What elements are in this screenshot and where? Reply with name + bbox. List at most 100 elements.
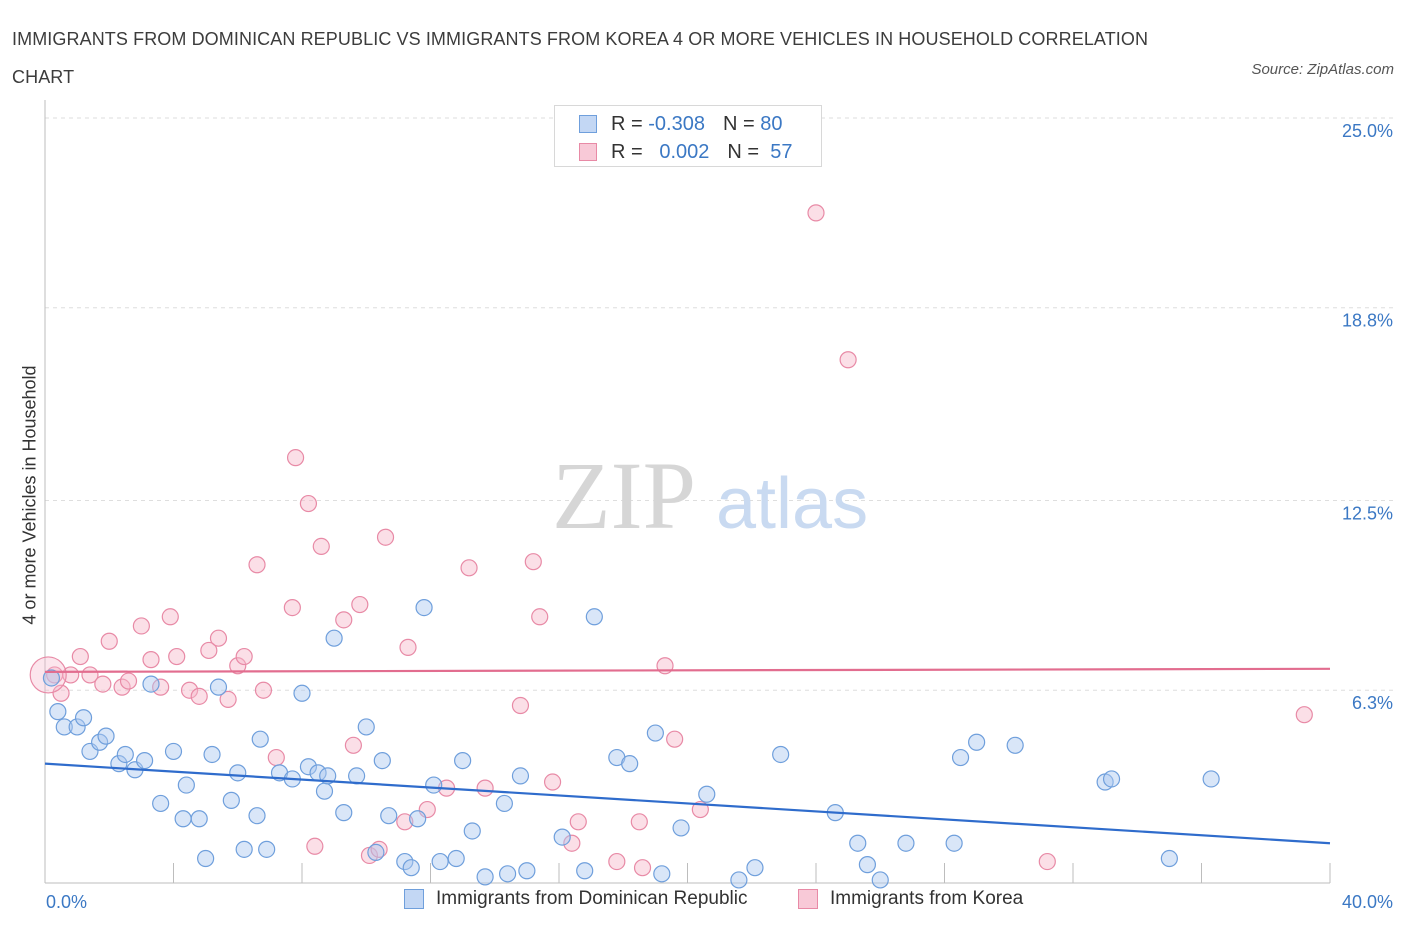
- data-point-dominican: [91, 733, 109, 751]
- data-point-dominican: [209, 678, 228, 696]
- source-label: Source: ZipAtlas.com: [1251, 61, 1394, 78]
- data-point-dominican: [357, 718, 375, 736]
- data-point-dominican: [431, 852, 449, 871]
- data-point-dominican: [968, 733, 986, 751]
- data-point-korea: [666, 730, 684, 748]
- y-tick-label: 18.8%: [1342, 311, 1393, 331]
- data-point-dominican: [222, 791, 240, 809]
- data-point-korea: [219, 690, 237, 709]
- data-point-dominican: [299, 758, 318, 776]
- data-point-dominican: [495, 794, 513, 813]
- legend-r-value: 0.002: [659, 140, 710, 163]
- data-point-dominican: [135, 751, 154, 770]
- gridlines: [45, 117, 1395, 691]
- data-point-dominican: [518, 862, 536, 880]
- data-point-dominican: [293, 684, 311, 702]
- y-tick-label: 6.3%: [1352, 693, 1393, 713]
- data-point-dominican: [258, 840, 276, 858]
- data-point-korea: [286, 449, 305, 467]
- y-axis-label: 4 or more Vehicles in Household: [19, 365, 40, 625]
- data-point-dominican: [335, 804, 353, 822]
- data-point-dominican: [672, 819, 690, 837]
- data-point-dominican: [553, 828, 571, 846]
- data-point-dominican: [653, 865, 671, 883]
- data-point-dominican: [190, 810, 208, 828]
- data-point-korea: [190, 687, 208, 705]
- legend-n-value: 80: [760, 112, 783, 135]
- data-point-dominican: [229, 764, 247, 782]
- data-point-korea: [235, 647, 253, 666]
- data-point-dominican: [97, 727, 115, 745]
- data-point-korea: [180, 681, 199, 699]
- bottom-legend-korea: Immigrants from Korea: [798, 888, 1023, 910]
- legend-n-value: 57: [770, 140, 793, 163]
- data-point-dominican: [730, 871, 748, 889]
- data-point-dominican: [646, 724, 664, 742]
- data-point-korea: [248, 556, 266, 574]
- data-point-korea: [476, 779, 494, 797]
- data-point-dominican: [425, 776, 443, 794]
- data-point-korea: [335, 611, 353, 629]
- data-point-dominican: [55, 718, 73, 736]
- data-point-dominican: [1102, 770, 1121, 788]
- data-point-dominican: [871, 871, 889, 889]
- legend-swatch-blue: [579, 115, 597, 133]
- data-point-dominican: [74, 709, 93, 727]
- data-point-dominican: [251, 730, 269, 748]
- data-point-dominican: [373, 751, 391, 770]
- data-point-dominican: [49, 703, 67, 721]
- data-point-dominican: [68, 718, 86, 736]
- data-point-korea: [168, 647, 186, 666]
- data-point-dominican: [1202, 770, 1220, 788]
- chart-title: IMMIGRANTS FROM DOMINICAN REPUBLIC VS IM…: [12, 29, 1149, 87]
- data-point-korea: [119, 672, 138, 690]
- data-point-korea: [209, 629, 228, 647]
- data-point-korea: [161, 608, 179, 626]
- data-point-dominican: [325, 629, 343, 647]
- data-point-dominican: [197, 849, 215, 868]
- bottom-legend-swatch-blue: [404, 889, 424, 909]
- data-point-korea: [396, 813, 414, 831]
- data-point-dominican: [415, 598, 433, 617]
- data-point-dominican: [511, 767, 530, 785]
- data-point-dominican: [142, 675, 160, 693]
- data-point-korea: [312, 537, 330, 556]
- data-point-dominican: [367, 843, 385, 862]
- legend-r-value: -0.308: [648, 112, 705, 135]
- watermark-atlas: atlas: [716, 464, 868, 544]
- watermark: ZIP atlas: [552, 442, 868, 549]
- data-point-korea: [630, 813, 648, 831]
- data-point-dominican: [235, 840, 253, 858]
- data-point-korea: [152, 678, 170, 696]
- bottom-legend-swatch-pink: [798, 889, 818, 909]
- data-point-korea: [569, 813, 587, 831]
- data-point-korea: [267, 748, 285, 767]
- data-point-korea: [283, 598, 301, 617]
- data-point-dominican: [463, 822, 481, 840]
- data-point-korea: [524, 553, 542, 571]
- data-point-korea: [633, 859, 652, 877]
- data-point-dominican: [348, 767, 366, 785]
- data-point-korea: [563, 834, 581, 852]
- data-point-korea: [94, 675, 112, 693]
- data-point-korea: [132, 617, 150, 635]
- data-point-dominican: [849, 834, 867, 852]
- trend-line-dominican: [44, 762, 1331, 845]
- data-point-korea: [839, 351, 857, 369]
- x-tick-label-min: 0.0%: [46, 892, 87, 912]
- legend-r-label: R =: [611, 112, 643, 135]
- data-point-korea: [229, 657, 247, 675]
- data-point-korea: [511, 696, 530, 715]
- legend-swatch-pink: [579, 143, 597, 161]
- data-point-korea: [100, 632, 118, 650]
- bottom-legend-dominican: Immigrants from Dominican Republic: [404, 888, 748, 910]
- data-point-dominican: [315, 782, 334, 800]
- data-point-dominican: [576, 862, 594, 880]
- data-point-korea: [113, 678, 131, 696]
- data-point-dominican: [116, 745, 134, 764]
- data-point-dominican: [951, 748, 970, 767]
- data-point-dominican: [42, 669, 61, 687]
- axes: [44, 100, 1331, 884]
- data-point-korea: [531, 608, 549, 626]
